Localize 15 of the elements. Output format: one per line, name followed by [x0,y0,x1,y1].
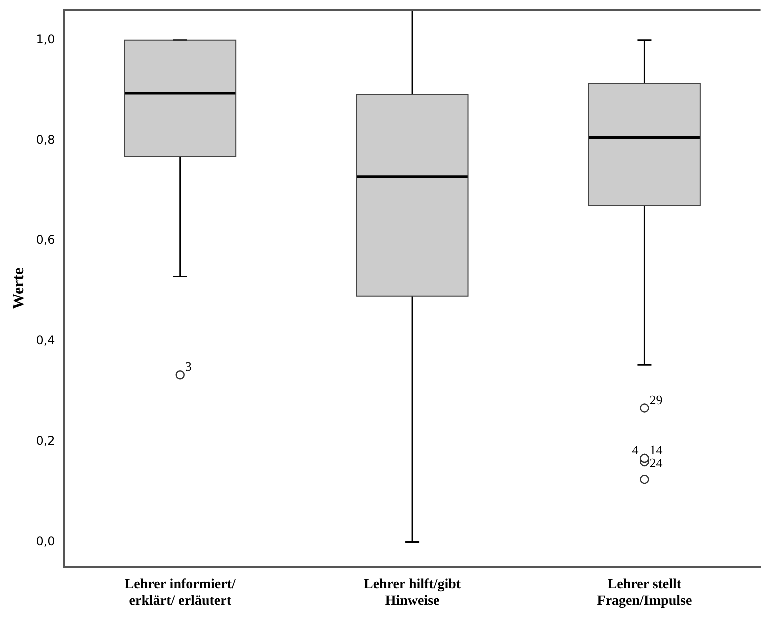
y-tick-label: 0,2 [36,434,56,448]
x-tick-label: Lehrer stellt Fragen/Impulse [597,577,692,610]
x-tick-label: Lehrer hilft/gibt Hinweise [364,577,462,610]
y-tick-label: 0,6 [36,233,56,248]
y-tick-label: 0,0 [36,534,56,548]
annotation: 3 [185,359,192,374]
y-tick-label: 0,8 [36,132,56,147]
y-axis-title: Werte [10,268,28,310]
annotation: 29 [650,392,663,408]
y-tick-label: 1,0 [36,32,56,46]
x-tick-label: Lehrer informiert/erklärt/ erläutert [124,577,238,610]
annotation: 4 [632,442,640,458]
annotation: 14 [650,442,664,458]
y-tick-label: 0,4 [36,334,56,348]
annotation: 24 [650,455,664,470]
